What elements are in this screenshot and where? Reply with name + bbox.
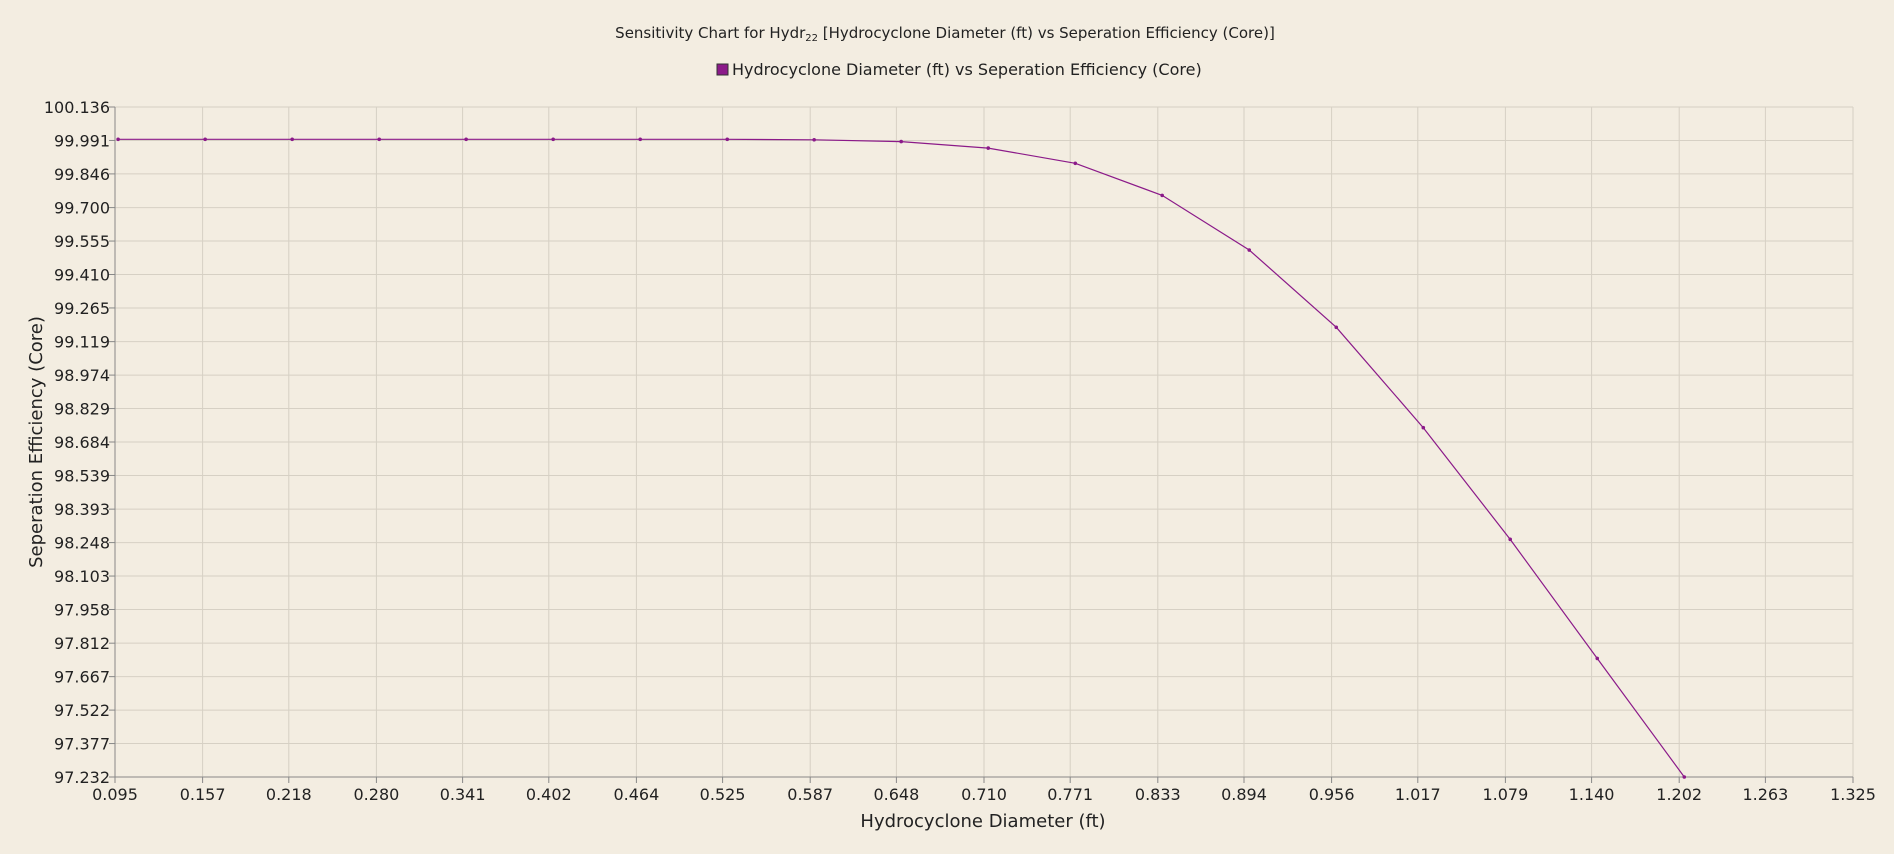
data-point: [638, 137, 643, 142]
y-tick-label: 97.958: [54, 601, 110, 620]
x-tick-label: 1.325: [1830, 785, 1876, 804]
x-tick-label: 0.218: [266, 785, 312, 804]
series-layer: [116, 137, 1687, 779]
x-tick-label: 0.833: [1135, 785, 1181, 804]
data-point: [1073, 161, 1078, 166]
y-tick-label: 99.991: [54, 131, 110, 150]
x-tick-label: 1.017: [1395, 785, 1441, 804]
x-tick-label: 1.202: [1656, 785, 1702, 804]
y-tick-label: 97.812: [54, 634, 110, 653]
data-point: [1160, 193, 1164, 198]
data-point: [290, 137, 294, 142]
x-tick-label: 0.525: [700, 785, 746, 804]
y-tick-label: 99.265: [54, 299, 110, 318]
x-tick-label: 0.341: [440, 785, 486, 804]
data-point: [377, 137, 382, 142]
chart-title-prefix: Sensitivity Chart for Hydr: [615, 24, 806, 42]
x-tick-label: 0.280: [354, 785, 400, 804]
data-point: [551, 137, 555, 142]
x-tick-label: 0.402: [526, 785, 572, 804]
x-tick-label: 1.263: [1742, 785, 1788, 804]
y-tick-label: 97.232: [54, 768, 110, 787]
x-tick-label: 0.157: [180, 785, 226, 804]
y-tick-label: 98.974: [54, 366, 110, 385]
y-tick-label: 99.119: [54, 333, 110, 352]
data-point: [203, 137, 207, 142]
data-point: [1421, 425, 1426, 430]
y-tick-label: 99.700: [54, 199, 110, 218]
axes: [109, 106, 1854, 783]
y-tick-label: 97.522: [54, 701, 110, 720]
y-tick-label: 98.684: [54, 433, 110, 452]
data-point: [1682, 775, 1687, 779]
data-point: [899, 139, 903, 144]
y-tick-label: 99.410: [54, 266, 110, 285]
data-point: [116, 137, 120, 142]
data-point: [1247, 248, 1252, 252]
chart-title: Sensitivity Chart for Hydr22 [Hydrocyclo…: [615, 24, 1275, 44]
legend-label: Hydrocyclone Diameter (ft) vs Seperation…: [732, 60, 1202, 79]
data-point: [1508, 537, 1513, 542]
data-point: [812, 137, 816, 142]
y-tick-label: 97.377: [54, 735, 110, 754]
tick-labels: 0.095 0.157 0.218 0.280 0.341 0.402 0.464 0.525…: [44, 98, 1876, 804]
x-tick-label: 0.464: [613, 785, 659, 804]
y-tick-label: 99.846: [54, 165, 110, 184]
grid: [114, 106, 1854, 778]
x-tick-label: 0.095: [92, 785, 138, 804]
data-point: [464, 137, 468, 142]
data-point: [1334, 325, 1339, 330]
legend-swatch: [716, 63, 729, 76]
x-tick-label: 1.140: [1569, 785, 1615, 804]
chart-title-suffix: [Hydrocyclone Diameter (ft) vs Seperatio…: [818, 24, 1275, 42]
y-axis-label: Seperation Efficiency (Core): [26, 316, 47, 568]
data-point: [725, 137, 730, 142]
y-tick-label: 98.103: [54, 567, 110, 586]
x-tick-label: 0.956: [1309, 785, 1355, 804]
y-tick-label: 98.248: [54, 534, 110, 553]
x-tick-label: 1.079: [1482, 785, 1528, 804]
y-tick-label: 98.393: [54, 500, 110, 519]
y-tick-label: 100.136: [44, 98, 110, 117]
x-tick-label: 0.710: [961, 785, 1007, 804]
x-tick-label: 0.587: [787, 785, 833, 804]
x-tick-label: 0.894: [1221, 785, 1267, 804]
y-tick-label: 98.539: [54, 466, 110, 485]
data-point: [986, 146, 991, 150]
data-point: [1595, 656, 1600, 661]
x-tick-label: 0.771: [1047, 785, 1093, 804]
series-line: [118, 138, 1685, 778]
chart-title-subscript: 22: [805, 33, 818, 44]
x-axis-label: Hydrocyclone Diameter (ft): [860, 811, 1105, 832]
legend: Hydrocyclone Diameter (ft) vs Seperation…: [716, 60, 1202, 79]
x-tick-label: 0.648: [873, 785, 919, 804]
y-tick-label: 97.667: [54, 668, 110, 687]
y-tick-label: 99.555: [54, 232, 110, 251]
y-tick-label: 98.829: [54, 400, 110, 419]
